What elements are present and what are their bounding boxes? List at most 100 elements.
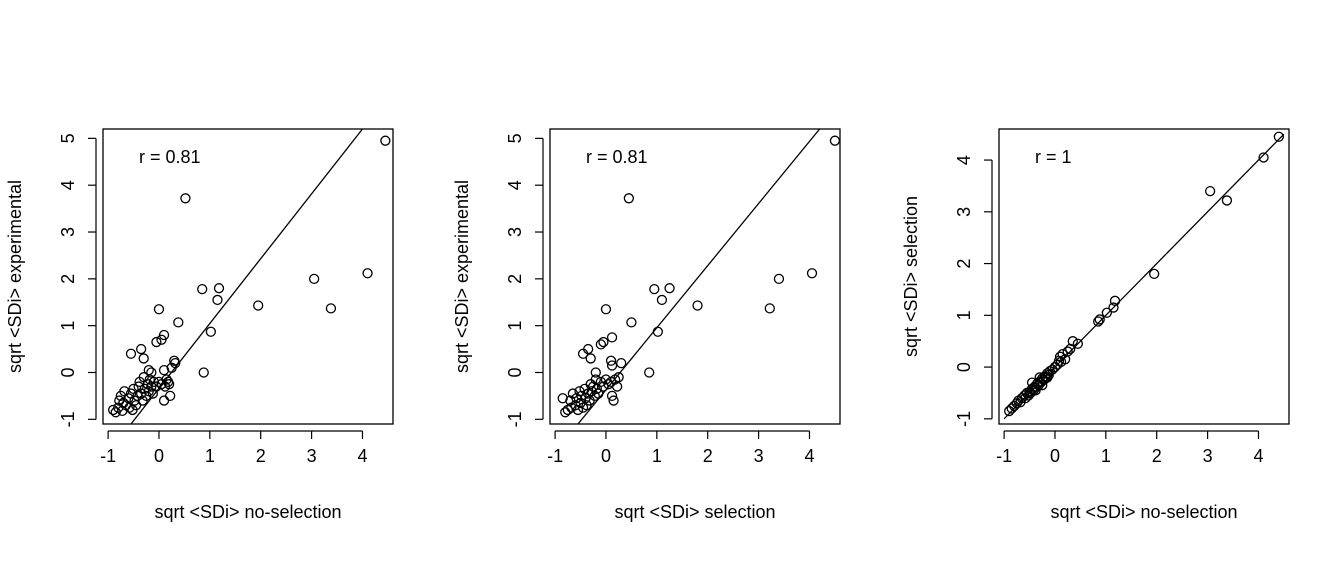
- data-point: [151, 336, 162, 348]
- y-tick-label: -1: [954, 411, 974, 427]
- data-point: [1108, 302, 1119, 313]
- data-point: [180, 193, 191, 204]
- data-point: [1258, 152, 1269, 163]
- x-tick-label: 3: [754, 446, 764, 466]
- x-tick-label: 2: [1152, 446, 1162, 466]
- data-point: [1094, 314, 1105, 325]
- y-tick-label: 2: [58, 274, 78, 284]
- data-point: [626, 317, 637, 328]
- x-tick-label: 2: [256, 446, 266, 466]
- data-point: [1149, 268, 1160, 280]
- data-point: [163, 379, 175, 390]
- data-point: [158, 329, 170, 341]
- data-point: [124, 402, 135, 413]
- data-point: [652, 326, 664, 337]
- data-point: [613, 372, 624, 383]
- data-point: [1042, 372, 1053, 383]
- x-tick-label: 2: [703, 446, 713, 466]
- x-tick-label: -1: [996, 446, 1012, 466]
- reference-line: [1003, 133, 1285, 420]
- data-point: [1037, 380, 1048, 391]
- data-point: [205, 326, 217, 337]
- data-point: [1093, 316, 1104, 327]
- y-tick-label: 1: [505, 321, 525, 331]
- data-point: [806, 268, 818, 279]
- data-point: [557, 393, 568, 404]
- data-point: [583, 343, 594, 355]
- data-point: [593, 388, 604, 399]
- y-tick-label: 4: [505, 180, 525, 190]
- data-point: [170, 357, 181, 369]
- y-tick-label: 3: [505, 227, 525, 237]
- y-axis-title: sqrt <SDi> selection: [901, 196, 921, 357]
- data-point: [606, 332, 618, 343]
- data-point: [606, 360, 618, 371]
- plot-frame: [998, 128, 1290, 425]
- y-tick-label: -1: [505, 411, 525, 427]
- data-point: [1101, 307, 1113, 318]
- x-axis-title: sqrt <SDi> no-selection: [1050, 502, 1237, 522]
- correlation-annotation: r = 0.81: [139, 147, 201, 167]
- y-tick-label: 2: [505, 274, 525, 284]
- data-point: [764, 303, 775, 314]
- data-point: [308, 273, 320, 284]
- plot-frame: [102, 128, 394, 425]
- data-point: [585, 353, 596, 364]
- data-point: [1054, 351, 1066, 362]
- y-tick-label: 3: [58, 227, 78, 237]
- x-tick-label: 0: [1050, 446, 1060, 466]
- data-point: [146, 367, 157, 378]
- reference-line: [577, 129, 821, 424]
- data-point: [138, 353, 149, 364]
- data-point: [1042, 368, 1053, 379]
- data-point: [1057, 348, 1068, 360]
- data-point: [165, 390, 176, 402]
- data-point: [829, 135, 841, 146]
- data-point: [198, 367, 209, 378]
- data-point: [572, 404, 584, 416]
- y-tick-label: 5: [58, 133, 78, 143]
- data-point: [649, 283, 660, 295]
- x-tick-label: -1: [100, 446, 116, 466]
- y-tick-label: 3: [954, 207, 974, 217]
- data-point: [173, 317, 184, 328]
- data-point: [136, 343, 147, 355]
- data-point: [1109, 295, 1121, 306]
- y-tick-label: 1: [58, 321, 78, 331]
- x-tick-label: 3: [1203, 446, 1213, 466]
- plot-frame: [549, 128, 841, 425]
- data-point: [623, 193, 635, 204]
- correlation-annotation: r = 0.81: [586, 147, 648, 167]
- data-point: [253, 300, 264, 311]
- y-tick-label: 0: [58, 367, 78, 377]
- data-point: [158, 395, 170, 406]
- data-point: [692, 300, 703, 311]
- data-point: [325, 303, 337, 314]
- data-point: [595, 339, 607, 350]
- data-point: [125, 348, 137, 359]
- data-point: [153, 304, 165, 315]
- x-tick-label: 1: [205, 446, 215, 466]
- data-point: [1062, 346, 1073, 357]
- data-point: [1067, 336, 1078, 347]
- y-tick-label: 2: [954, 259, 974, 269]
- y-tick-label: 5: [505, 133, 525, 143]
- data-point: [380, 135, 391, 146]
- data-point: [197, 283, 208, 295]
- data-point: [1072, 338, 1084, 349]
- data-point: [560, 407, 571, 418]
- data-point: [598, 381, 609, 392]
- data-point: [616, 357, 627, 369]
- data-point: [644, 367, 655, 378]
- data-point: [664, 283, 675, 294]
- data-point: [362, 268, 373, 279]
- data-point: [108, 404, 119, 416]
- data-point: [1221, 195, 1233, 206]
- data-point: [1204, 185, 1216, 197]
- x-tick-label: -1: [547, 446, 563, 466]
- scatter-panel-3: -1 0 1 2 3 4 -1 0 1 2 3 4 sqrt <SDi> no-selection sqr…: [901, 128, 1290, 522]
- x-tick-label: 1: [652, 446, 662, 466]
- x-tick-label: 0: [601, 446, 611, 466]
- x-axis-title: sqrt <SDi> no-selection: [154, 502, 341, 522]
